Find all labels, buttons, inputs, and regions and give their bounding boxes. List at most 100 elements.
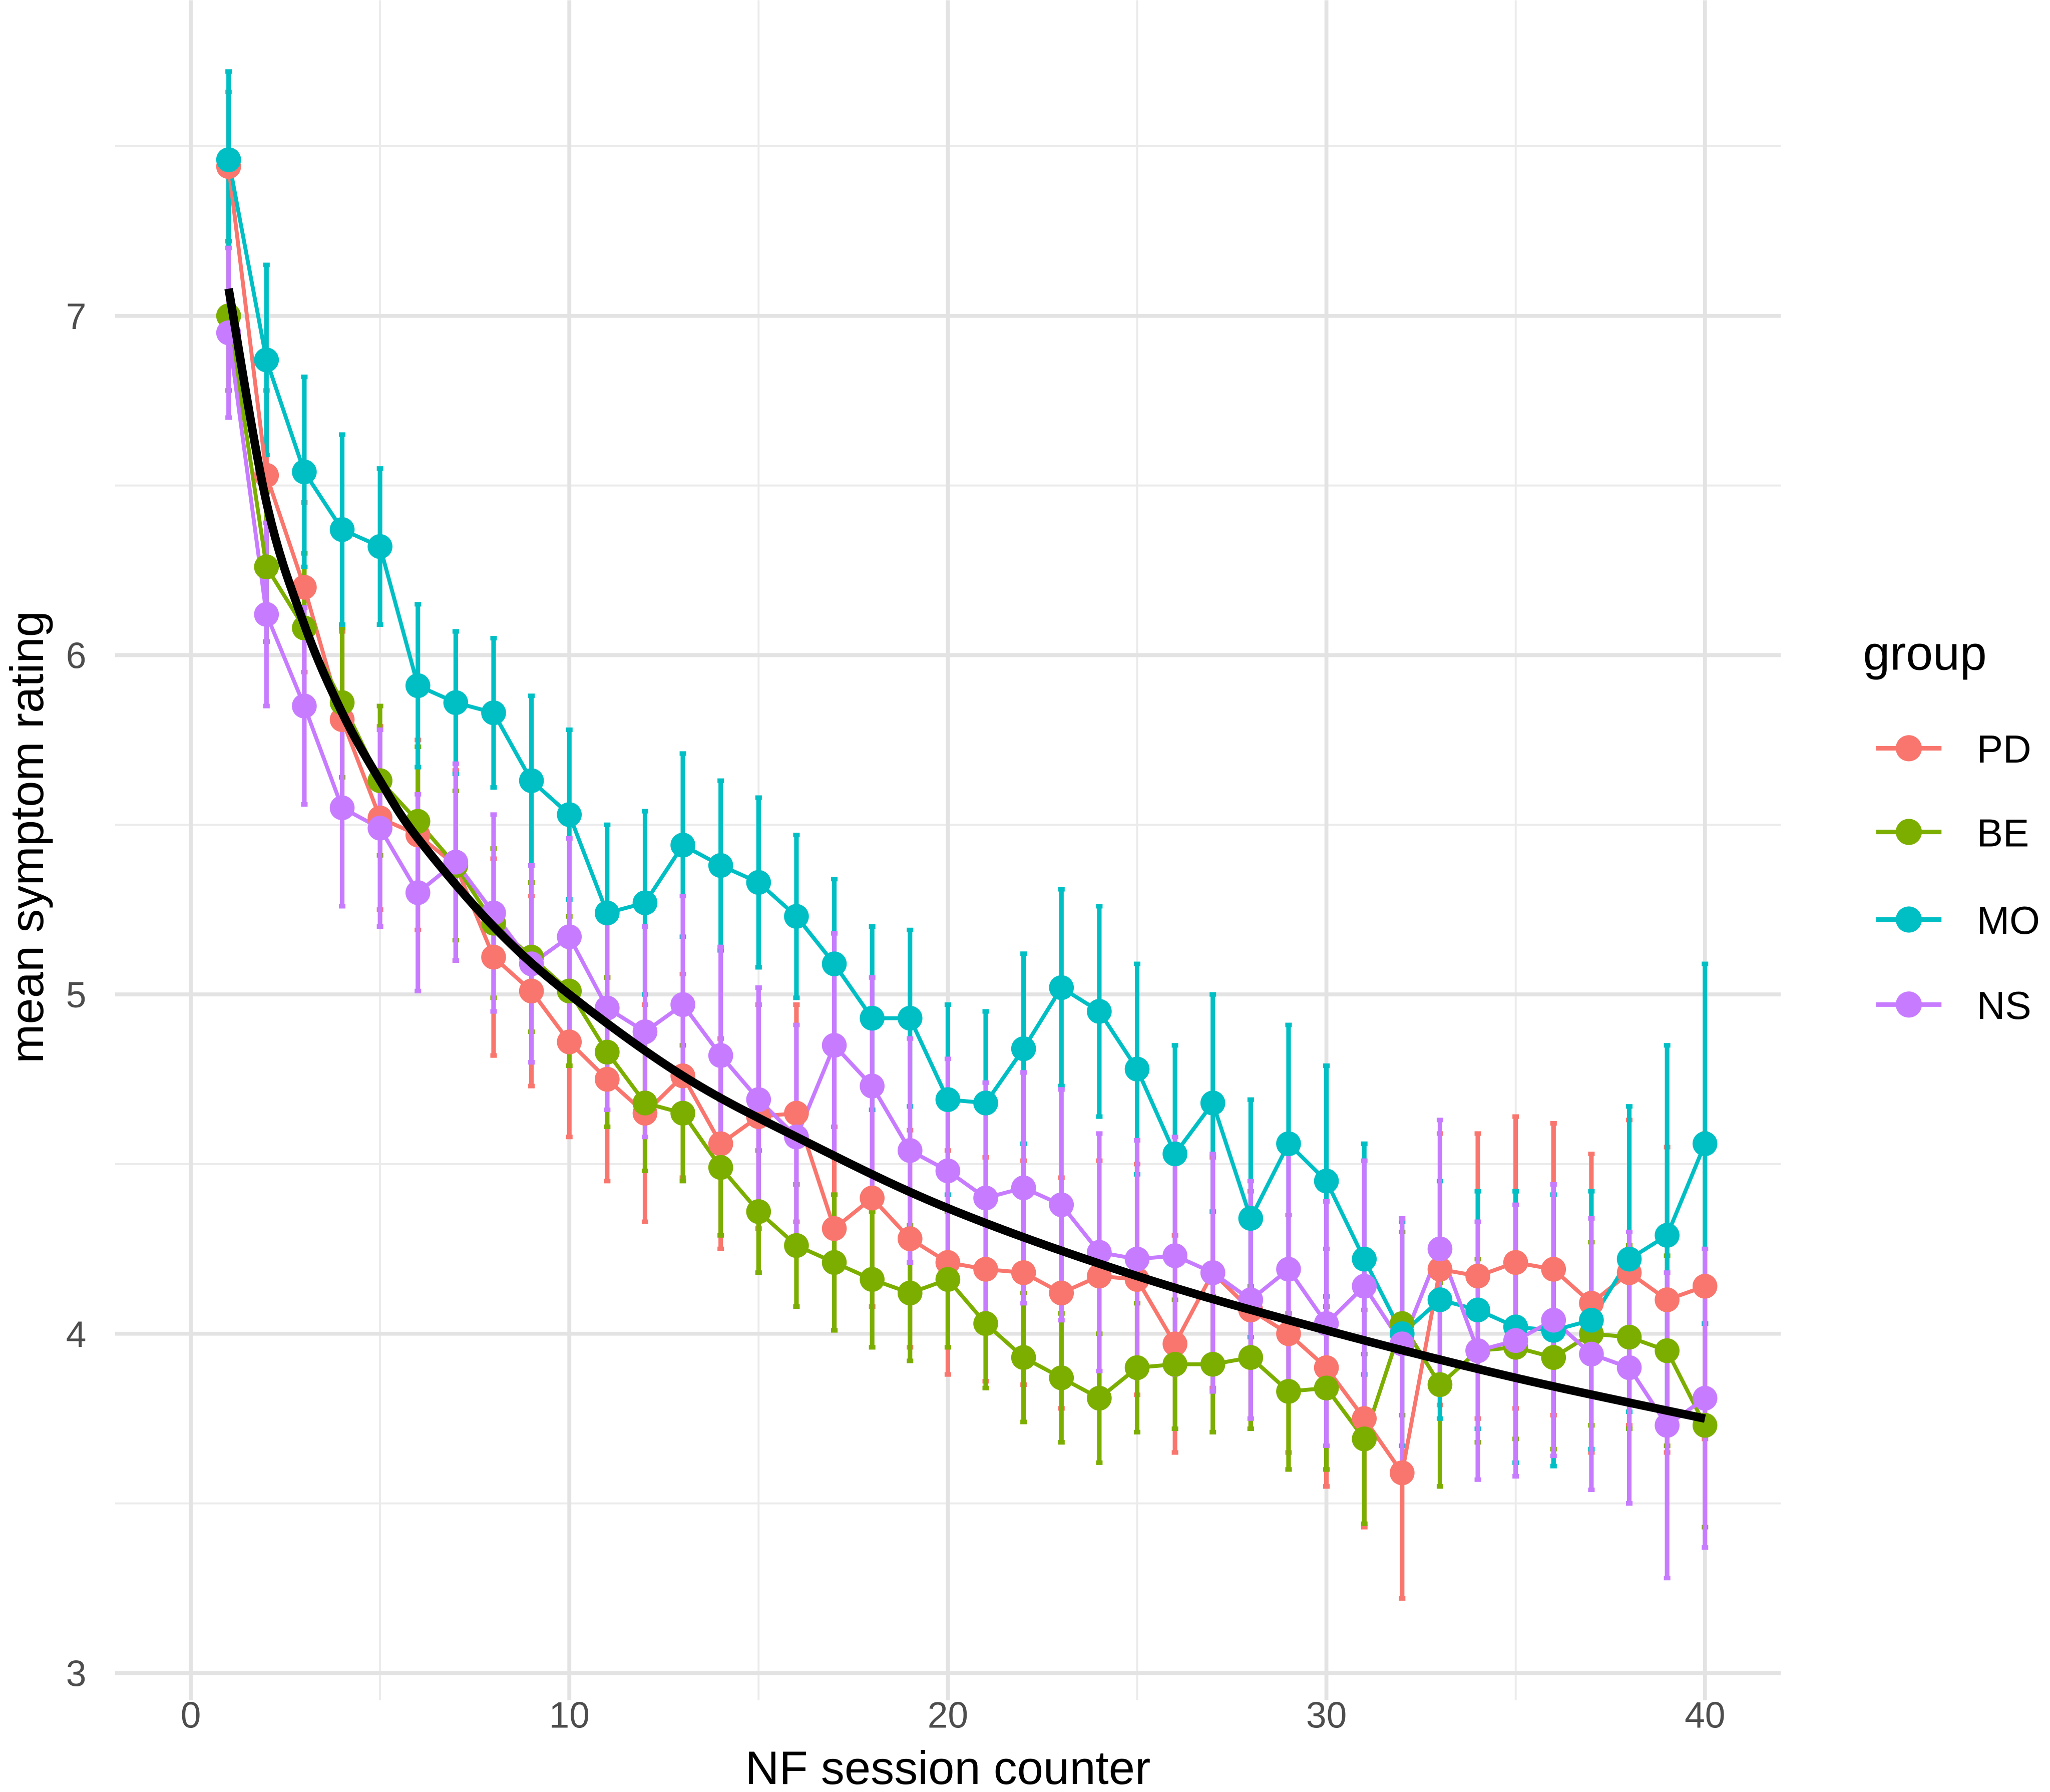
point-ns bbox=[670, 992, 695, 1017]
point-mo bbox=[935, 1087, 961, 1112]
point-pd bbox=[1352, 1406, 1377, 1431]
point-pd bbox=[784, 1101, 809, 1126]
point-mo bbox=[1314, 1169, 1339, 1194]
y-tick-label: 4 bbox=[66, 1314, 87, 1355]
point-mo bbox=[1427, 1287, 1453, 1312]
legend-item-be: BE bbox=[1876, 811, 2029, 855]
point-mo bbox=[367, 534, 392, 559]
point-be bbox=[784, 1233, 809, 1258]
point-ns bbox=[443, 850, 469, 875]
point-mo bbox=[708, 853, 733, 878]
point-mo bbox=[481, 700, 506, 726]
point-pd bbox=[1427, 1257, 1453, 1282]
legend-key-point bbox=[1895, 991, 1922, 1018]
point-pd bbox=[1655, 1287, 1680, 1312]
point-ns bbox=[405, 880, 431, 905]
point-mo bbox=[746, 870, 771, 895]
point-be bbox=[822, 1250, 847, 1275]
x-tick-label: 0 bbox=[181, 1695, 201, 1735]
point-pd bbox=[1390, 1460, 1415, 1486]
y-tick-label: 7 bbox=[66, 296, 87, 337]
point-pd bbox=[1011, 1260, 1036, 1285]
point-mo bbox=[670, 833, 695, 858]
legend-item-pd: PD bbox=[1876, 727, 2031, 771]
point-be bbox=[1314, 1375, 1339, 1400]
legend-label: PD bbox=[1977, 727, 2031, 771]
point-ns bbox=[1124, 1246, 1150, 1272]
legend-item-mo: MO bbox=[1876, 898, 2040, 942]
point-mo bbox=[405, 673, 431, 698]
point-pd bbox=[595, 1066, 620, 1092]
point-pd bbox=[822, 1216, 847, 1241]
point-be bbox=[973, 1311, 998, 1336]
y-tick-label: 6 bbox=[66, 636, 87, 676]
point-be bbox=[670, 1101, 695, 1126]
point-pd bbox=[860, 1185, 885, 1211]
point-pd bbox=[557, 1029, 582, 1054]
point-ns bbox=[1655, 1412, 1680, 1438]
legend: group PD BE MO NS bbox=[1863, 627, 2040, 1027]
grid bbox=[115, 0, 1781, 1700]
x-axis-ticks: 0 10 20 30 40 bbox=[181, 1695, 1726, 1735]
legend-item-ns: NS bbox=[1876, 983, 2031, 1027]
point-be bbox=[1655, 1338, 1680, 1363]
point-pd bbox=[708, 1131, 733, 1157]
point-ns bbox=[1352, 1274, 1377, 1299]
line-mo bbox=[226, 159, 1707, 1337]
x-axis-title: NF session counter bbox=[745, 1741, 1151, 1792]
point-pd bbox=[292, 575, 317, 600]
point-be bbox=[708, 1155, 733, 1180]
point-mo bbox=[1692, 1131, 1718, 1157]
point-mo bbox=[1352, 1246, 1377, 1272]
point-be bbox=[632, 1091, 658, 1116]
point-mo bbox=[1276, 1131, 1301, 1157]
fit-curve bbox=[224, 288, 1706, 1423]
point-be bbox=[1541, 1345, 1566, 1370]
point-be bbox=[897, 1280, 923, 1306]
point-pd bbox=[973, 1257, 998, 1282]
point-ns bbox=[329, 795, 355, 821]
point-mo bbox=[1200, 1091, 1225, 1116]
point-be bbox=[860, 1267, 885, 1292]
line-ns bbox=[226, 332, 1707, 1428]
point-mo bbox=[1238, 1206, 1264, 1231]
point-ns bbox=[822, 1032, 847, 1058]
point-pd bbox=[1541, 1257, 1566, 1282]
point-ns bbox=[708, 1043, 733, 1068]
point-be bbox=[1276, 1379, 1301, 1404]
point-ns bbox=[1200, 1260, 1225, 1285]
point-ns bbox=[557, 924, 582, 949]
y-tick-label: 5 bbox=[66, 975, 87, 1015]
point-ns bbox=[935, 1158, 961, 1184]
point-ns bbox=[632, 1019, 658, 1044]
point-ns bbox=[1503, 1328, 1528, 1353]
point-mo bbox=[632, 890, 658, 915]
point-ns bbox=[1011, 1175, 1036, 1201]
point-ns bbox=[1049, 1192, 1074, 1218]
y-axis-title: mean symptom rating bbox=[1, 611, 53, 1063]
point-mo bbox=[216, 147, 241, 172]
point-pd bbox=[1276, 1321, 1301, 1346]
point-be bbox=[1352, 1426, 1377, 1452]
point-mo bbox=[1011, 1036, 1036, 1061]
point-mo bbox=[292, 459, 317, 485]
point-be bbox=[1049, 1365, 1074, 1390]
point-mo bbox=[595, 900, 620, 926]
point-pd bbox=[1503, 1250, 1528, 1275]
point-mo bbox=[1124, 1056, 1150, 1082]
point-mo bbox=[1655, 1223, 1680, 1248]
point-mo bbox=[254, 347, 279, 373]
point-ns bbox=[1541, 1307, 1566, 1333]
point-ns bbox=[367, 816, 392, 841]
point-pd bbox=[1162, 1331, 1187, 1356]
legend-label: NS bbox=[1977, 983, 2031, 1027]
point-pd bbox=[1465, 1263, 1490, 1289]
point-be bbox=[254, 554, 279, 580]
point-be bbox=[595, 1039, 620, 1065]
y-tick-label: 3 bbox=[66, 1654, 87, 1694]
point-pd bbox=[1314, 1355, 1339, 1380]
series-points bbox=[216, 147, 1718, 1486]
point-ns bbox=[860, 1073, 885, 1099]
point-pd bbox=[897, 1226, 923, 1251]
point-ns bbox=[897, 1138, 923, 1163]
